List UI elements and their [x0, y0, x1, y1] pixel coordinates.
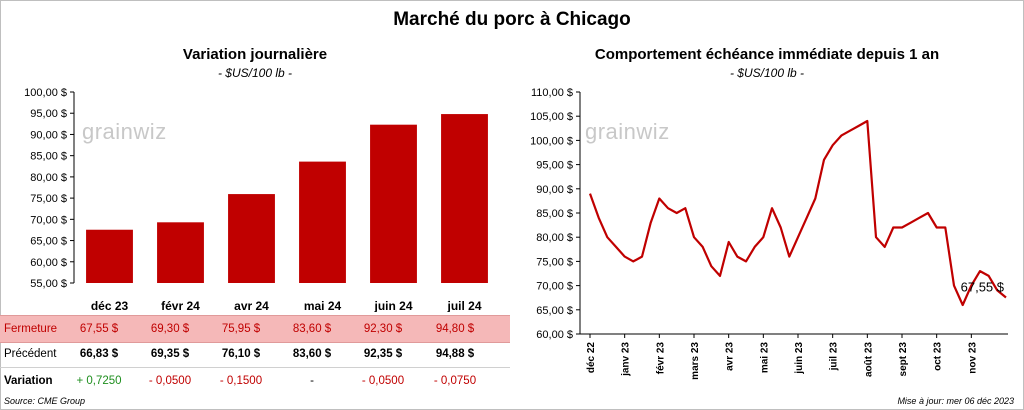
y-tick-label: 85,00 $	[30, 151, 67, 163]
x-tick-label: janv 23	[621, 342, 632, 377]
x-tick-label: févr 23	[655, 342, 666, 375]
y-tick-label: 65,00 $	[30, 236, 67, 248]
x-tick-label: juil 24	[446, 299, 481, 312]
y-tick-label: 60,00 $	[30, 257, 67, 269]
y-tick-label: 70,00 $	[30, 214, 67, 226]
table-row-fermeture: Fermeture 67,55 $ 69,30 $ 75,95 $ 83,60 …	[0, 315, 510, 343]
y-tick-label: 60,00 $	[536, 329, 573, 341]
row-label: Précédent	[4, 348, 57, 360]
table-cell: - 0,1500	[219, 375, 263, 387]
y-tick-label: 95,00 $	[536, 160, 573, 172]
bar	[299, 161, 346, 283]
x-tick-label: déc 22	[586, 342, 597, 374]
table-cell: + 0,7250	[76, 375, 122, 387]
bar	[441, 114, 488, 284]
bar	[157, 222, 204, 283]
x-tick-label: juin 24	[373, 299, 412, 312]
left-chart-units: - $US/100 lb -	[217, 66, 293, 80]
y-tick-label: 110,00 $	[531, 87, 573, 99]
table-cell: 67,55 $	[79, 323, 119, 335]
x-tick-label: nov 23	[967, 342, 978, 374]
main-title: Marché du porc à Chicago	[393, 9, 631, 30]
table-cell: 83,60 $	[292, 348, 332, 360]
x-tick-label: juil 23	[829, 342, 840, 372]
y-tick-label: 85,00 $	[536, 208, 573, 220]
right-watermark-logo: grainwiz	[585, 119, 670, 144]
table-cell: 75,95 $	[221, 323, 261, 335]
x-tick-label: sept 23	[898, 342, 909, 377]
bar-chart: 55,00 $ 60,00 $ 65,00 $ 70,00 $ 75,00 $ 80,00…	[24, 87, 488, 312]
left-watermark-logo: grainwiz	[82, 119, 167, 144]
y-tick-label: 70,00 $	[536, 281, 573, 293]
x-tick-label: févr 24	[161, 299, 200, 312]
y-tick-label: 80,00 $	[536, 232, 573, 244]
right-chart-units: - $US/100 lb -	[729, 66, 805, 80]
table-cell: -	[310, 375, 314, 387]
row-label: Variation	[4, 375, 53, 387]
table-row-variation: Variation + 0,7250 - 0,0500 - 0,1500 - -…	[0, 368, 510, 394]
table-row-precedent: Précédent 66,83 $ 69,35 $ 76,10 $ 83,60 …	[0, 341, 510, 368]
table-cell: 76,10 $	[221, 348, 261, 360]
y-tick-label: 65,00 $	[536, 305, 573, 317]
x-tick-label: août 23	[863, 342, 874, 377]
row-label: Fermeture	[4, 323, 58, 335]
last-value-label: 67,55 $	[961, 279, 1005, 294]
x-tick-label: mars 23	[690, 342, 701, 380]
y-tick-label: 75,00 $	[536, 256, 573, 268]
table-cell: - 0,0500	[361, 375, 405, 387]
left-chart-title: Variation journalière	[182, 46, 328, 63]
bar	[370, 124, 417, 283]
table-cell: - 0,0500	[148, 375, 192, 387]
x-tick-label: déc 23	[91, 299, 129, 312]
y-tick-label: 90,00 $	[30, 129, 67, 141]
y-tick-label: 100,00 $	[530, 135, 573, 147]
table-cell: 92,35 $	[363, 348, 403, 360]
table-cell: 66,83 $	[79, 348, 119, 360]
table-cell: - 0,0750	[433, 375, 477, 387]
bar	[228, 194, 275, 283]
x-tick-label: avr 23	[725, 342, 736, 371]
y-tick-label: 90,00 $	[536, 184, 573, 196]
series-line	[588, 119, 1007, 307]
x-tick-label: oct 23	[933, 342, 944, 371]
bar	[86, 229, 133, 283]
source-note: Source: CME Group	[4, 396, 86, 406]
table-cell: 69,35 $	[150, 348, 190, 360]
table-cell: 94,88 $	[435, 348, 475, 360]
table-cell: 92,30 $	[363, 323, 403, 335]
y-tick-label: 95,00 $	[30, 108, 67, 120]
table-cell: 83,60 $	[292, 323, 332, 335]
line-chart: 60,00 $ 65,00 $ 70,00 $ 75,00 $ 80,00 $ 85,00…	[530, 87, 1008, 380]
y-tick-label: 75,00 $	[30, 193, 67, 205]
x-tick-label: avr 24	[234, 299, 269, 312]
y-tick-label: 55,00 $	[30, 278, 67, 290]
right-chart-title: Comportement échéance immédiate depuis 1…	[594, 46, 940, 63]
table-cell: 69,30 $	[150, 323, 190, 335]
table-cell: 94,80 $	[435, 323, 475, 335]
x-tick-label: juin 23	[794, 342, 805, 375]
y-tick-label: 80,00 $	[30, 172, 67, 184]
y-tick-label: 105,00 $	[530, 111, 573, 123]
update-note: Mise à jour: mer 06 déc 2023	[897, 396, 1014, 406]
x-tick-label: mai 23	[759, 342, 770, 374]
y-tick-label: 100,00 $	[24, 87, 67, 99]
x-tick-label: mai 24	[304, 299, 342, 312]
